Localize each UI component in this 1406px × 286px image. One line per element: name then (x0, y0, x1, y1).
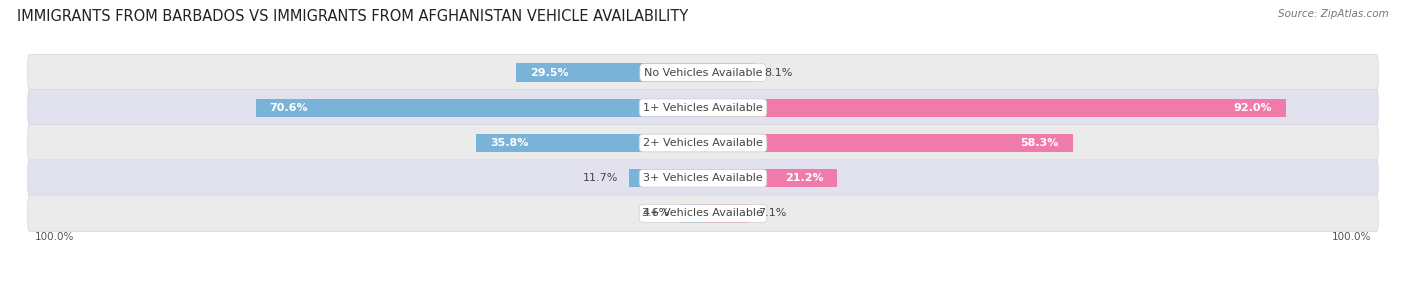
Bar (703, 63, 755, 82)
FancyBboxPatch shape (28, 160, 1378, 196)
Text: 1+ Vehicles Available: 1+ Vehicles Available (643, 103, 763, 113)
FancyBboxPatch shape (28, 90, 1378, 126)
Text: 8.1%: 8.1% (765, 67, 793, 78)
Text: 29.5%: 29.5% (530, 67, 568, 78)
Text: 21.2%: 21.2% (785, 173, 824, 183)
Text: 3+ Vehicles Available: 3+ Vehicles Available (643, 173, 763, 183)
Bar (256, 99, 703, 117)
Text: 7.1%: 7.1% (758, 208, 787, 219)
FancyBboxPatch shape (28, 125, 1378, 161)
Text: IMMIGRANTS FROM BARBADOS VS IMMIGRANTS FROM AFGHANISTAN VEHICLE AVAILABILITY: IMMIGRANTS FROM BARBADOS VS IMMIGRANTS F… (17, 9, 688, 23)
Text: 4+ Vehicles Available: 4+ Vehicles Available (643, 208, 763, 219)
FancyBboxPatch shape (28, 54, 1378, 91)
Text: 70.6%: 70.6% (270, 103, 308, 113)
Text: 2+ Vehicles Available: 2+ Vehicles Available (643, 138, 763, 148)
Text: Source: ZipAtlas.com: Source: ZipAtlas.com (1278, 9, 1389, 19)
Bar (703, 169, 838, 187)
Bar (703, 99, 1286, 117)
FancyBboxPatch shape (28, 195, 1378, 232)
Text: 92.0%: 92.0% (1233, 103, 1272, 113)
Text: 100.0%: 100.0% (1331, 232, 1371, 242)
Text: 100.0%: 100.0% (35, 232, 75, 242)
Bar (681, 204, 703, 223)
Text: 58.3%: 58.3% (1021, 138, 1059, 148)
Bar (628, 169, 703, 187)
Bar (516, 63, 703, 82)
Bar (477, 134, 703, 152)
Bar (703, 204, 748, 223)
Text: 11.7%: 11.7% (583, 173, 619, 183)
Bar (703, 134, 1073, 152)
Text: 35.8%: 35.8% (489, 138, 529, 148)
Text: No Vehicles Available: No Vehicles Available (644, 67, 762, 78)
Text: 3.6%: 3.6% (641, 208, 669, 219)
